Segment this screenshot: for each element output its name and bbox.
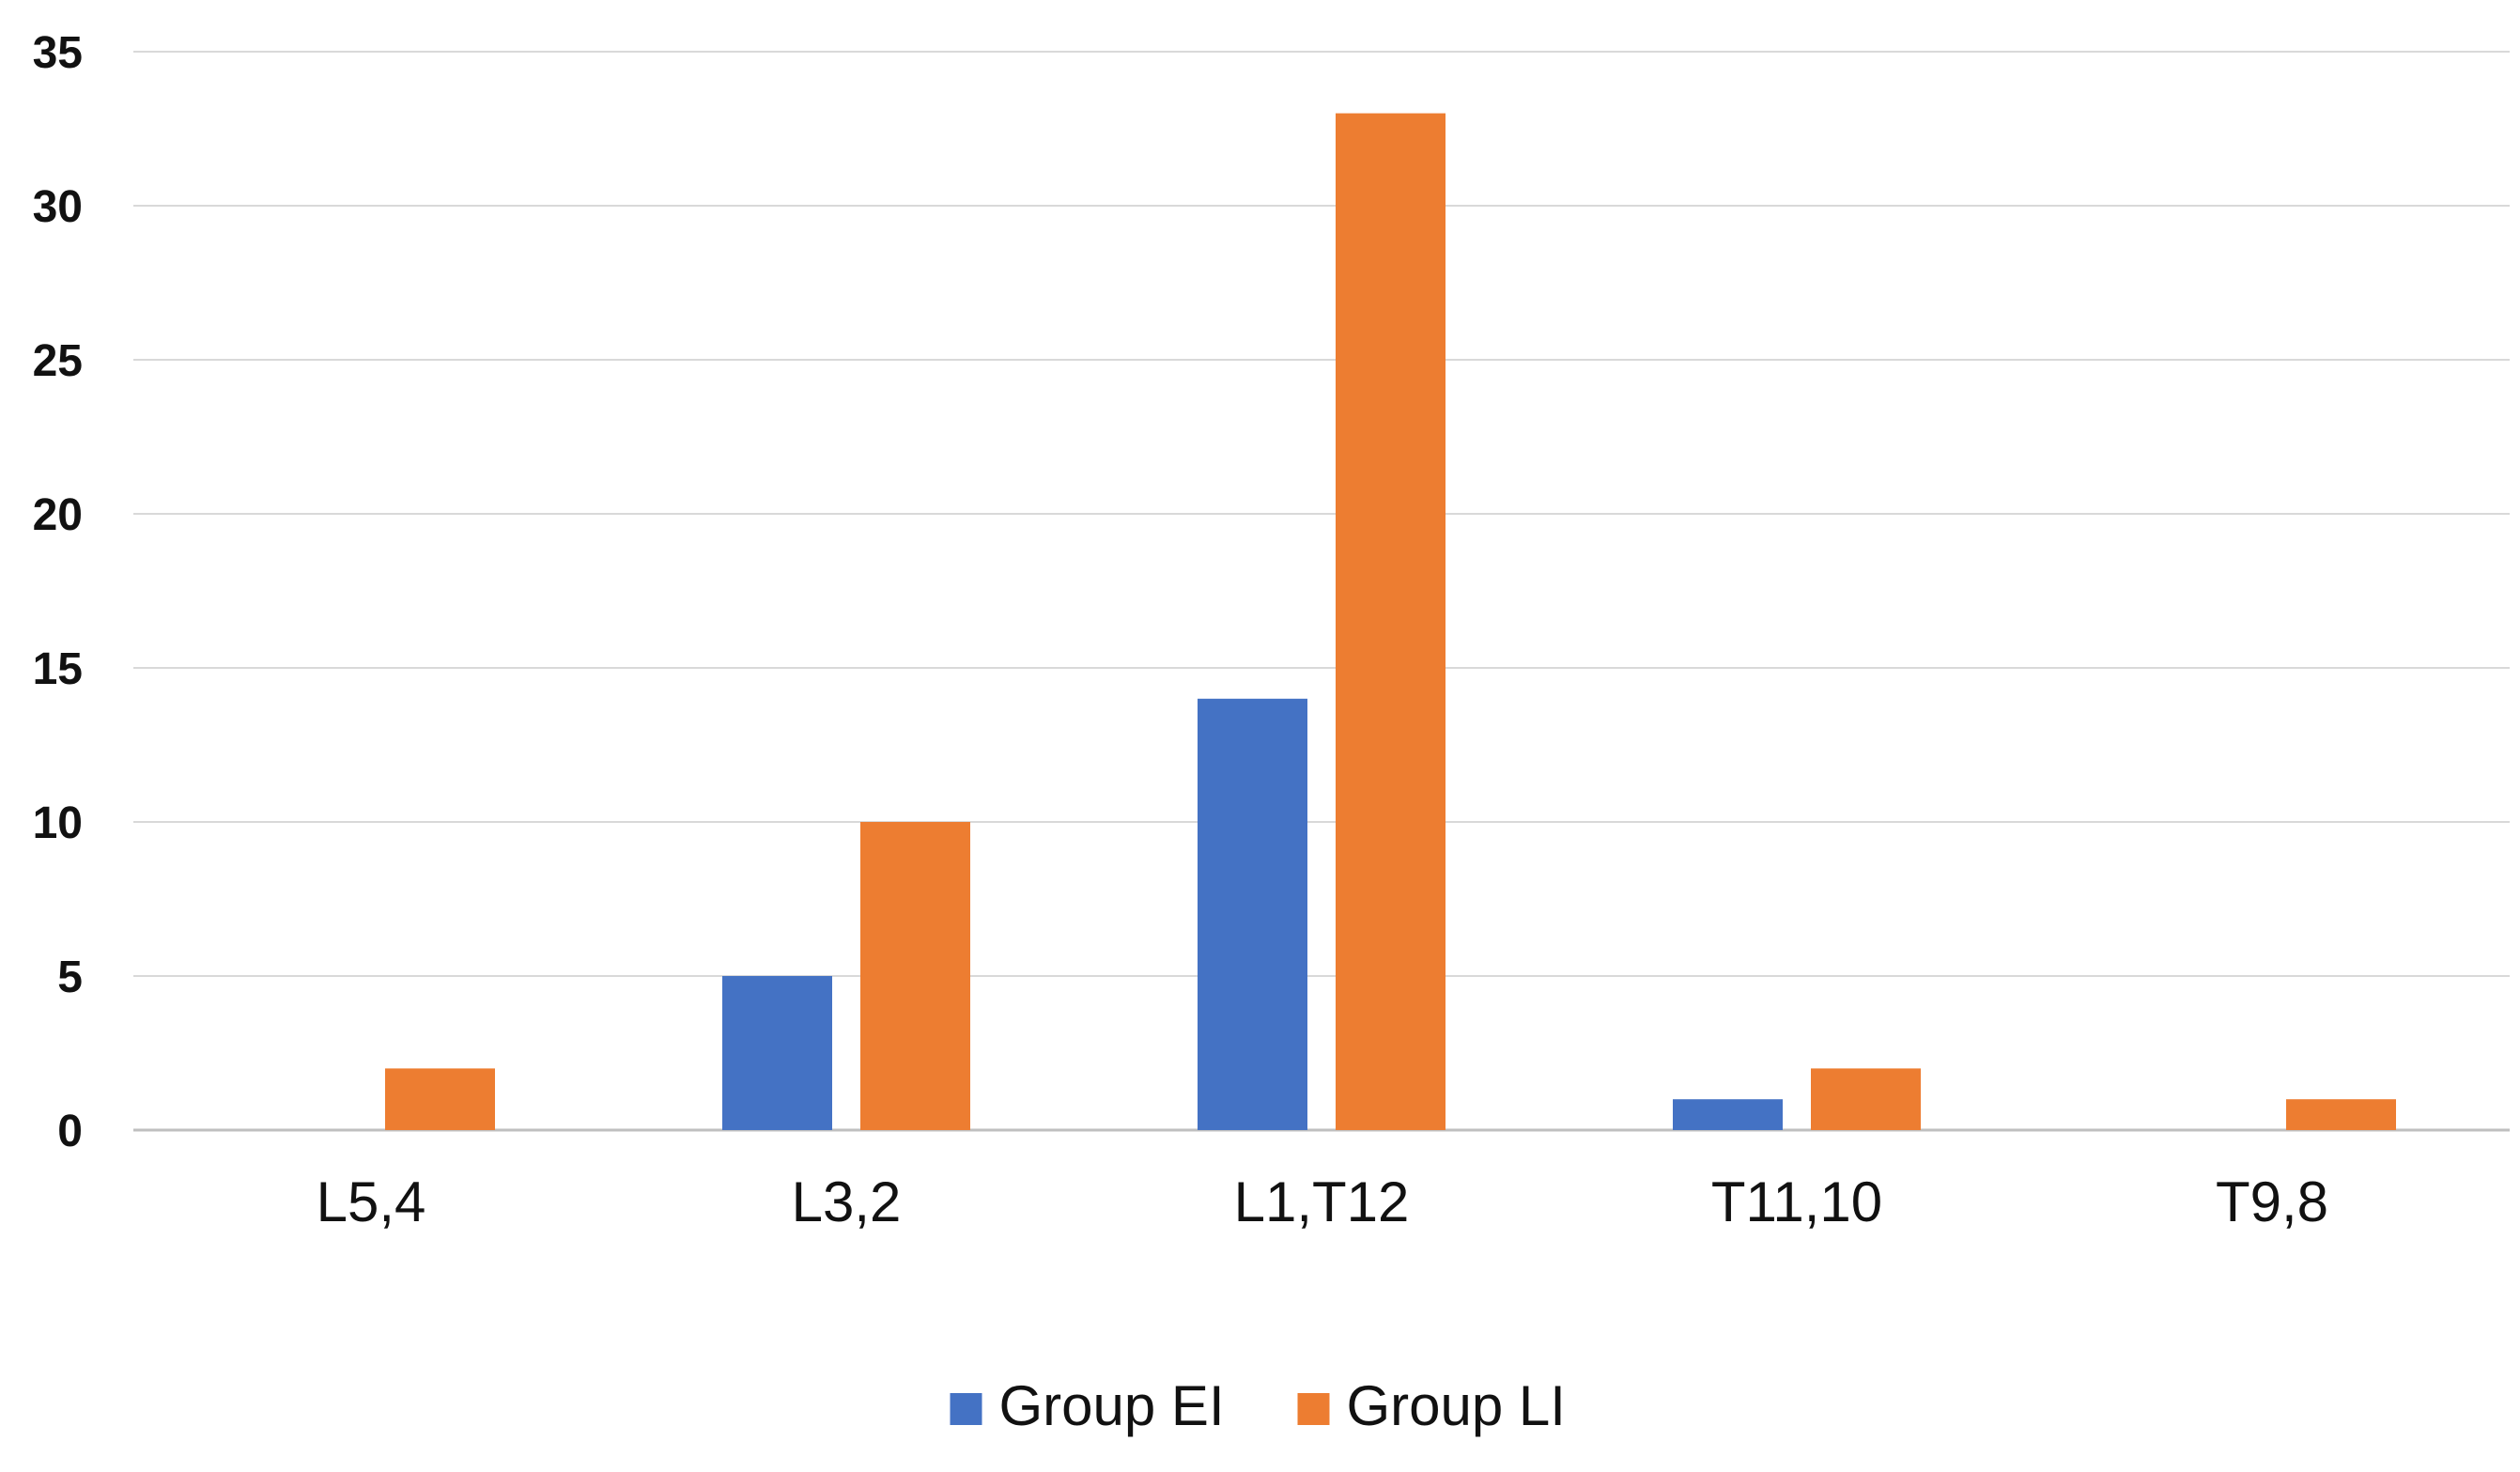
bars	[385, 113, 2396, 1131]
y-tick-label: 30	[33, 182, 83, 232]
x-axis-categories: L5,4 L3,2 L1,T12 T11,10 T9,8	[317, 1170, 2328, 1233]
y-tick-label: 20	[33, 490, 83, 540]
bar-group-ei	[1198, 698, 1307, 1130]
y-tick-label: 0	[57, 1107, 83, 1156]
legend-swatch	[950, 1393, 982, 1425]
y-tick-label: 10	[33, 798, 83, 848]
x-category-label: L1,T12	[1234, 1170, 1410, 1233]
y-tick-label: 25	[33, 336, 83, 386]
bar-group-ei	[722, 976, 832, 1130]
x-category-label: T11,10	[1711, 1170, 1882, 1233]
y-tick-label: 15	[33, 644, 83, 694]
bar-group-li	[2286, 1099, 2396, 1130]
legend-swatch	[1297, 1393, 1330, 1425]
x-category-label: L5,4	[317, 1170, 426, 1233]
bar-group-li	[385, 1068, 495, 1130]
bar-group-ei	[1673, 1099, 1783, 1130]
bar-group-li	[860, 822, 970, 1130]
y-axis-ticks: 0 5 10 15 20 25 30 35	[33, 28, 83, 1156]
legend: Group EI Group LI	[950, 1374, 1566, 1437]
legend-label: Group EI	[999, 1374, 1225, 1437]
x-category-label: L3,2	[792, 1170, 902, 1233]
y-tick-label: 35	[33, 28, 83, 78]
bar-group-li	[1811, 1068, 1921, 1130]
bar-group-li	[1336, 113, 1446, 1131]
legend-label: Group LI	[1347, 1374, 1566, 1437]
gridlines	[133, 51, 2510, 1132]
y-tick-label: 5	[57, 953, 83, 1002]
x-category-label: T9,8	[2216, 1170, 2328, 1233]
